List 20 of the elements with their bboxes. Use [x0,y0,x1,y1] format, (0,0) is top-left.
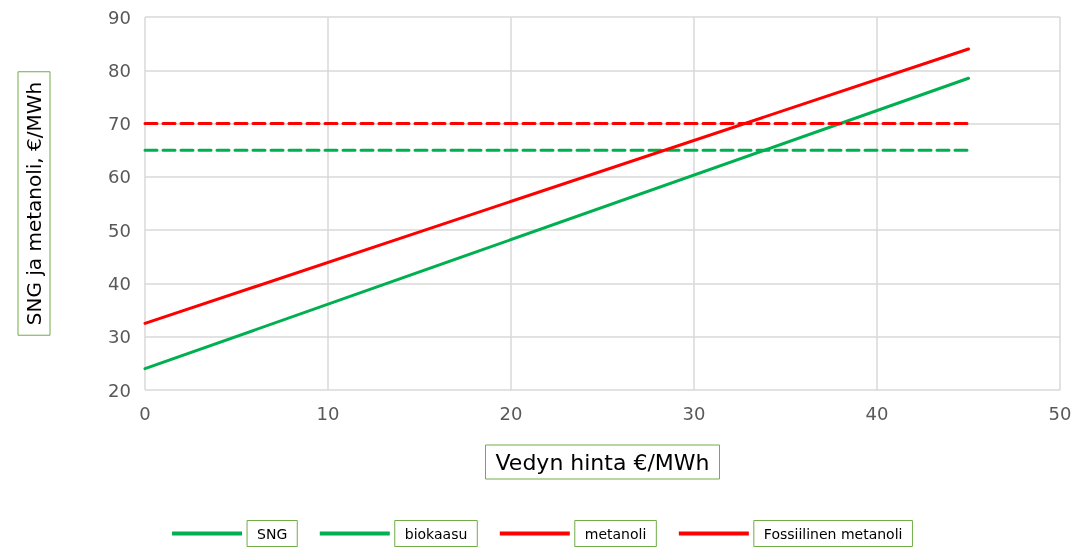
y-tick-label: 90 [108,6,131,28]
legend-label: metanoli [584,525,647,542]
y-tick-label: 70 [108,113,131,135]
y-tick-label: 50 [108,219,131,241]
x-tick-label: 0 [139,402,151,424]
x-tick-label: 40 [865,402,889,424]
legend-label: SNG [257,525,288,542]
y-tick-label: 20 [108,379,131,401]
y-tick-label: 40 [108,272,131,294]
x-axis-title: Vedyn hinta €/MWh [495,449,710,475]
x-tick-label: 10 [316,402,340,424]
x-tick-label: 50 [1048,402,1072,424]
legend-label: biokaasu [404,525,468,542]
legend-label: Fossiilinen metanoli [763,525,903,542]
x-tick-label: 30 [682,402,706,424]
y-tick-label: 60 [108,166,131,188]
y-tick-label: 80 [108,59,131,81]
y-axis-title: SNG ja metanoli, €/MWh [22,81,46,326]
x-tick-label: 20 [499,402,523,424]
y-tick-label: 30 [108,326,131,348]
